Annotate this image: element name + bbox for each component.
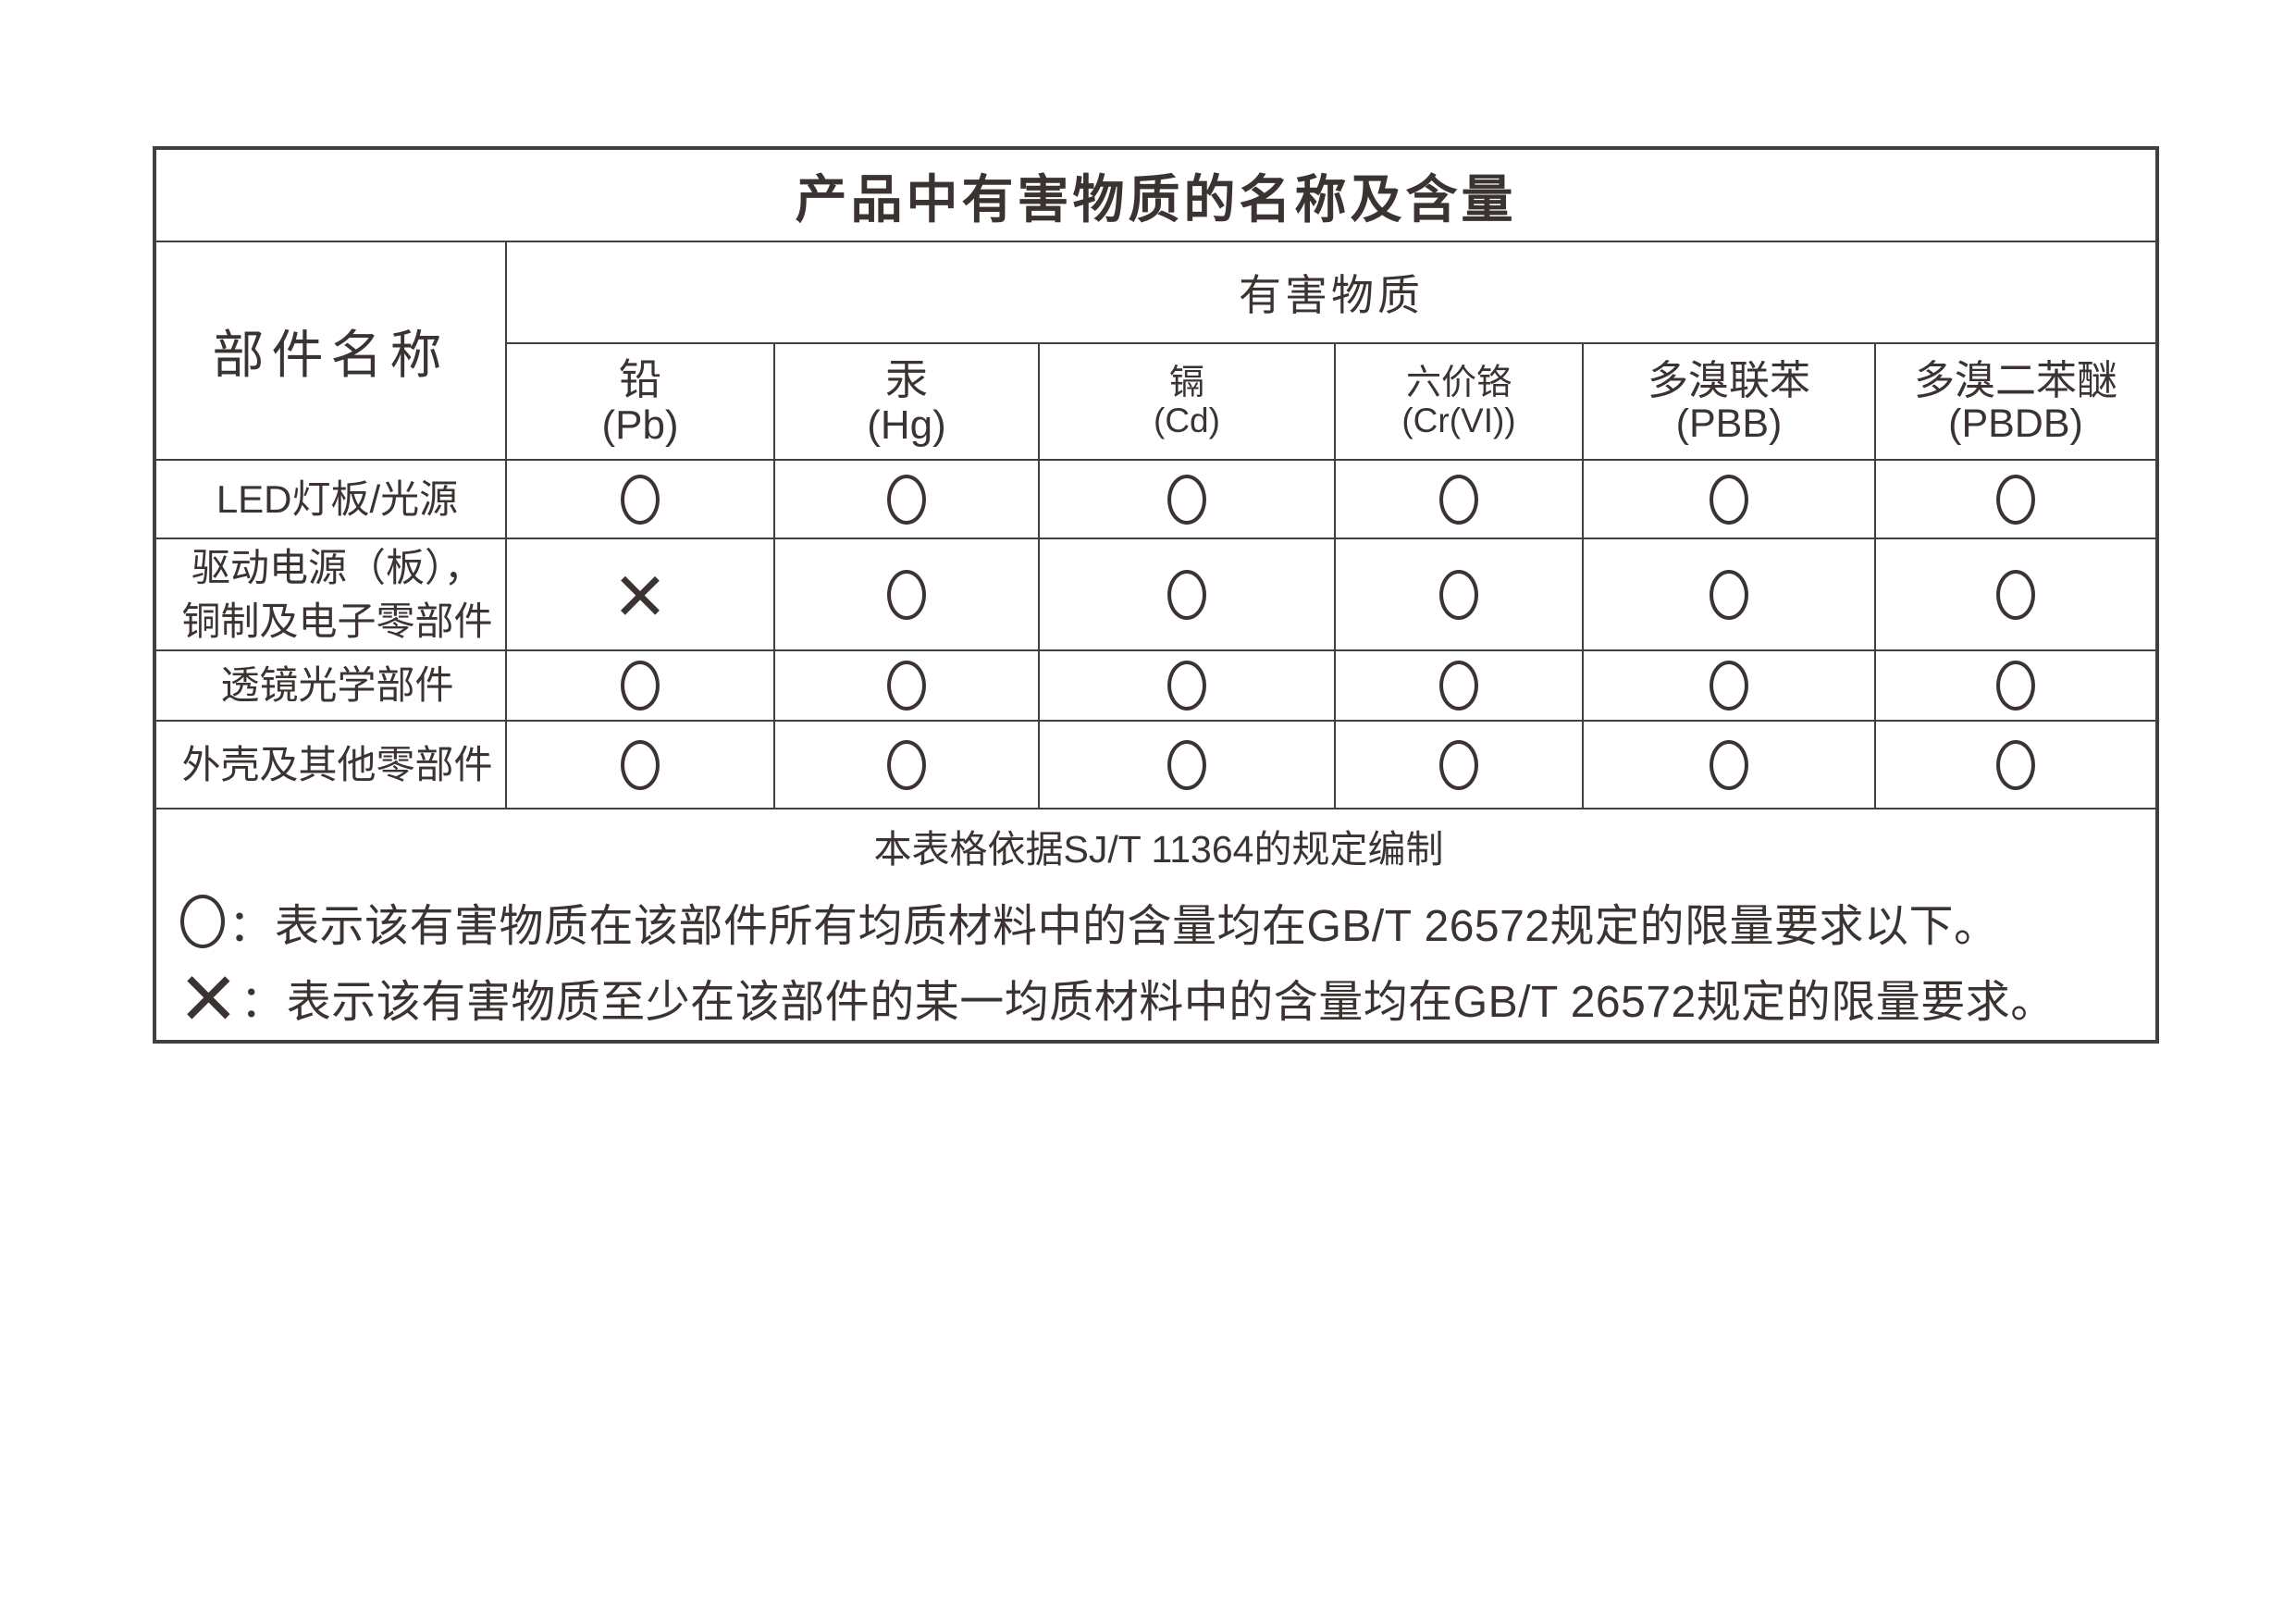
table-row: LED灯板/光源 <box>154 459 2158 539</box>
circle-mark-icon <box>1439 474 1478 525</box>
substance-formula: (PBDB) <box>1948 402 2083 447</box>
circle-mark-icon <box>1439 661 1478 711</box>
part-name-line: 透镜光学部件 <box>220 663 454 708</box>
footer-row: 本表格依据SJ/T 11364的规定编制 ：表示该有害物质在该部件所有均质材料中… <box>154 807 2158 1044</box>
substance-name: 多溴联苯 <box>1648 357 1810 403</box>
substance-name: 汞 <box>885 355 928 404</box>
circle-mark-icon <box>1996 661 2035 711</box>
part-name-cell: 驱动电源（板）， 铜制及电子零部件 <box>154 538 507 651</box>
substance-mark-cell <box>1582 538 1876 651</box>
substance-name: 六价铬 <box>1405 364 1512 403</box>
legend-line: ×：表示该有害物质至少在该部件的某一均质材料中的含量均在GB/T 26572规定… <box>180 944 2137 1043</box>
substance-mark-cell <box>1582 649 1876 722</box>
circle-mark-icon <box>1996 569 2035 620</box>
substance-mark-cell <box>1038 720 1336 810</box>
substance-column-header: 六价铬 (Cr(VI)) <box>1334 342 1584 461</box>
substance-mark-cell <box>1874 538 2158 651</box>
legend-text: 表示该有害物质至少在该部件的某一均质材料中的含量均在GB/T 26572规定的限… <box>286 978 2055 1028</box>
substance-column-header: 汞 (Hg) <box>773 342 1040 461</box>
x-mark-icon: × <box>180 944 237 1043</box>
circle-mark-icon <box>1996 739 2035 790</box>
circle-mark-icon <box>887 569 926 620</box>
circle-mark-icon <box>1167 739 1206 790</box>
part-name-line: 铜制及电子零部件 <box>181 599 493 643</box>
substance-column-header: 多溴联苯 (PBB) <box>1582 342 1876 461</box>
circle-mark-icon <box>180 895 225 949</box>
circle-mark-icon <box>1439 739 1478 790</box>
substance-mark-cell <box>1582 459 1876 539</box>
circle-mark-icon <box>1710 569 1748 620</box>
hazardous-substances-table: 产品中有害物质的名称及含量 部件名称 有害物质 铅 (Pb) 汞 (Hg) 镉 (Cd) 六… <box>153 146 2159 1044</box>
substance-formula: (PBB) <box>1675 402 1783 447</box>
substance-formula: (Cd) <box>1154 401 1220 439</box>
substance-column-header: 镉 (Cd) <box>1038 342 1336 461</box>
legend-separator: ： <box>228 902 274 952</box>
circle-mark-icon <box>621 739 660 790</box>
circle-mark-icon <box>1710 661 1748 711</box>
substance-mark-cell <box>1874 720 2158 810</box>
substance-mark-cell <box>1334 538 1584 651</box>
x-mark-icon: × <box>614 545 666 643</box>
substance-mark-cell <box>505 459 775 539</box>
circle-mark-icon <box>887 661 926 711</box>
substance-mark-cell <box>505 649 775 722</box>
circle-mark-icon <box>1710 739 1748 790</box>
substance-mark-cell <box>1334 649 1584 722</box>
substance-formula: (Pb) <box>601 402 679 448</box>
footer-cell: 本表格依据SJ/T 11364的规定编制 ：表示该有害物质在该部件所有均质材料中… <box>154 807 2158 1044</box>
substance-formula: (Cr(VI)) <box>1401 401 1516 439</box>
part-name-cell: LED灯板/光源 <box>154 459 507 539</box>
circle-mark-icon <box>1996 474 2035 525</box>
substance-name: 铅 <box>619 355 661 404</box>
part-name-cell: 外壳及其他零部件 <box>154 720 507 810</box>
table-row: 透镜光学部件 <box>154 649 2158 722</box>
part-name-header: 部件名称 <box>154 241 507 461</box>
substance-mark-cell <box>773 538 1040 651</box>
substance-mark-cell <box>773 459 1040 539</box>
substance-mark-cell <box>1038 649 1336 722</box>
substance-name: 多溴二苯醚 <box>1914 357 2117 403</box>
circle-mark-icon <box>1439 569 1478 620</box>
header-row: 部件名称 有害物质 <box>154 241 2158 461</box>
circle-mark-icon <box>1167 661 1206 711</box>
substance-mark-cell <box>773 649 1040 722</box>
legend-line: ：表示该有害物质在该部件所有均质材料中的含量均在GB/T 26572规定的限量要… <box>180 888 2137 955</box>
legend-text: 表示该有害物质在该部件所有均质材料中的含量均在GB/T 26572规定的限量要求… <box>275 902 1999 952</box>
substance-mark-cell <box>505 720 775 810</box>
part-name-line: 驱动电源（板）， <box>191 545 483 589</box>
circle-mark-icon <box>1167 474 1206 525</box>
circle-mark-icon <box>621 474 660 525</box>
table-row: 外壳及其他零部件 <box>154 720 2158 810</box>
substance-mark-cell <box>1334 459 1584 539</box>
circle-mark-icon <box>1710 474 1748 525</box>
table-title: 产品中有害物质的名称及含量 <box>154 147 2158 242</box>
table-row: 驱动电源（板）， 铜制及电子零部件 × <box>154 538 2158 651</box>
circle-mark-icon <box>1167 569 1206 620</box>
legend-separator: ： <box>240 978 285 1028</box>
substance-mark-cell <box>773 720 1040 810</box>
substance-mark-cell <box>1334 720 1584 810</box>
substance-mark-cell <box>1874 649 2158 722</box>
circle-mark-icon <box>887 739 926 790</box>
substance-formula: (Hg) <box>867 402 946 448</box>
substance-mark-cell <box>1582 720 1876 810</box>
substance-name: 镉 <box>1168 364 1204 403</box>
circle-mark-icon <box>621 661 660 711</box>
hazardous-substances-header: 有害物质 <box>505 241 2158 344</box>
title-row: 产品中有害物质的名称及含量 <box>154 147 2158 242</box>
part-name-line: 外壳及其他零部件 <box>181 742 493 786</box>
footer-note: 本表格依据SJ/T 11364的规定编制 <box>873 828 1444 871</box>
circle-mark-icon <box>887 474 926 525</box>
substance-mark-cell <box>1874 459 2158 539</box>
substance-mark-cell <box>1038 459 1336 539</box>
substance-subheader-row: 铅 (Pb) 汞 (Hg) 镉 (Cd) 六价铬 (Cr(VI)) 多溴联苯 (PBB) 多溴二苯醚… <box>154 342 2158 461</box>
substance-mark-cell: × <box>505 538 775 651</box>
part-name-cell: 透镜光学部件 <box>154 649 507 722</box>
substance-column-header: 多溴二苯醚 (PBDB) <box>1874 342 2158 461</box>
substance-column-header: 铅 (Pb) <box>505 342 775 461</box>
part-name-line: LED灯板/光源 <box>216 476 459 521</box>
substance-mark-cell <box>1038 538 1336 651</box>
